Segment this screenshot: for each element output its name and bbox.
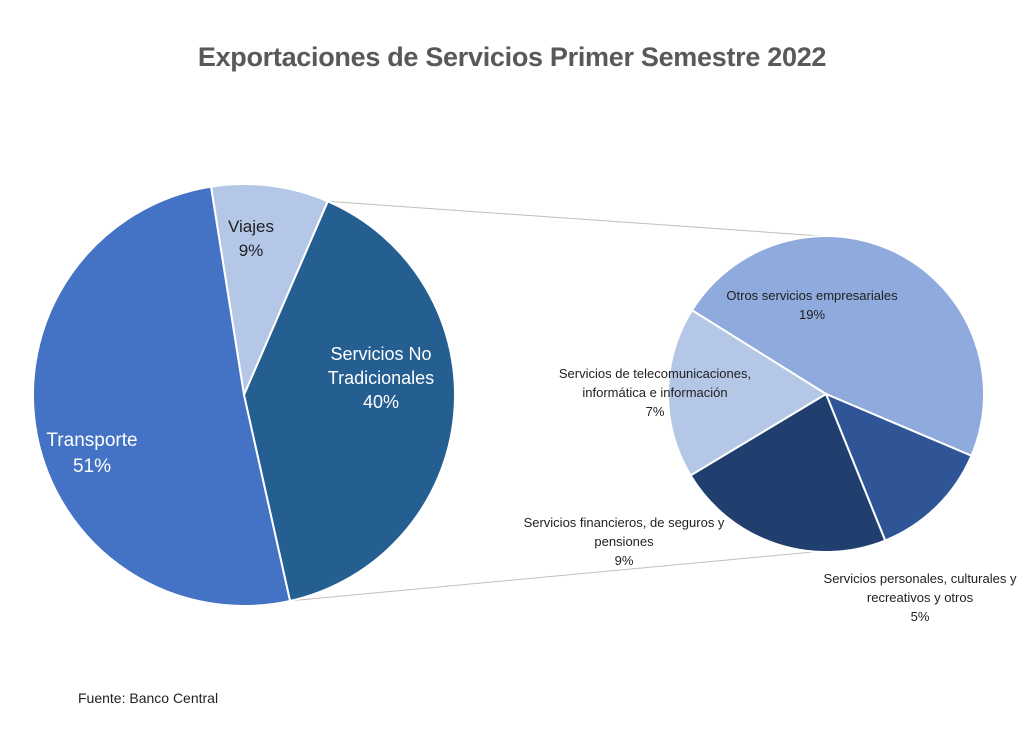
main-slice-viajes (209, 183, 330, 399)
label-servicios-personales: Servicios personales, culturales y recrea… (824, 571, 1017, 624)
main-pie (32, 183, 456, 607)
label-otros-servicios-empresariales: Otros servicios empresariales 19% (726, 288, 898, 322)
label-servicios-financieros: Servicios financieros, de seguros y pensi… (524, 515, 725, 568)
connector-lines (289, 200, 867, 602)
label-servicios-telecomunicaciones: Servicios de telecomunicaciones, informát… (559, 366, 751, 419)
breakdown-slice-servicios-financieros-de-seguros-y-pensiones (689, 392, 887, 554)
label-servicios-no-tradicionales: Servicios No Tradicionales 40% (328, 344, 434, 412)
breakdown-slice-servicios-personales-culturales-y-recreativos-y-otros (824, 392, 973, 542)
main-slice-servicios-no-tradicionales (242, 200, 456, 603)
source-note: Fuente: Banco Central (78, 690, 219, 706)
breakdown-slice-servicios-de-telecomunicaciones-informatica-e-informacion (667, 308, 828, 477)
breakdown-pie (667, 235, 985, 554)
breakdown-slice-otros-servicios-empresariales (690, 235, 985, 458)
connector-line-top (327, 200, 822, 237)
chart-title: Exportaciones de Servicios Primer Semest… (197, 42, 827, 72)
data-labels: Viajes 9% Servicios No Tradicionales 40% Tran… (46, 217, 1017, 624)
label-transporte: Transporte 51% (46, 430, 137, 477)
label-viajes: Viajes 9% (228, 217, 274, 260)
main-slice-transporte (32, 185, 292, 607)
connector-line-bottom (289, 546, 867, 602)
